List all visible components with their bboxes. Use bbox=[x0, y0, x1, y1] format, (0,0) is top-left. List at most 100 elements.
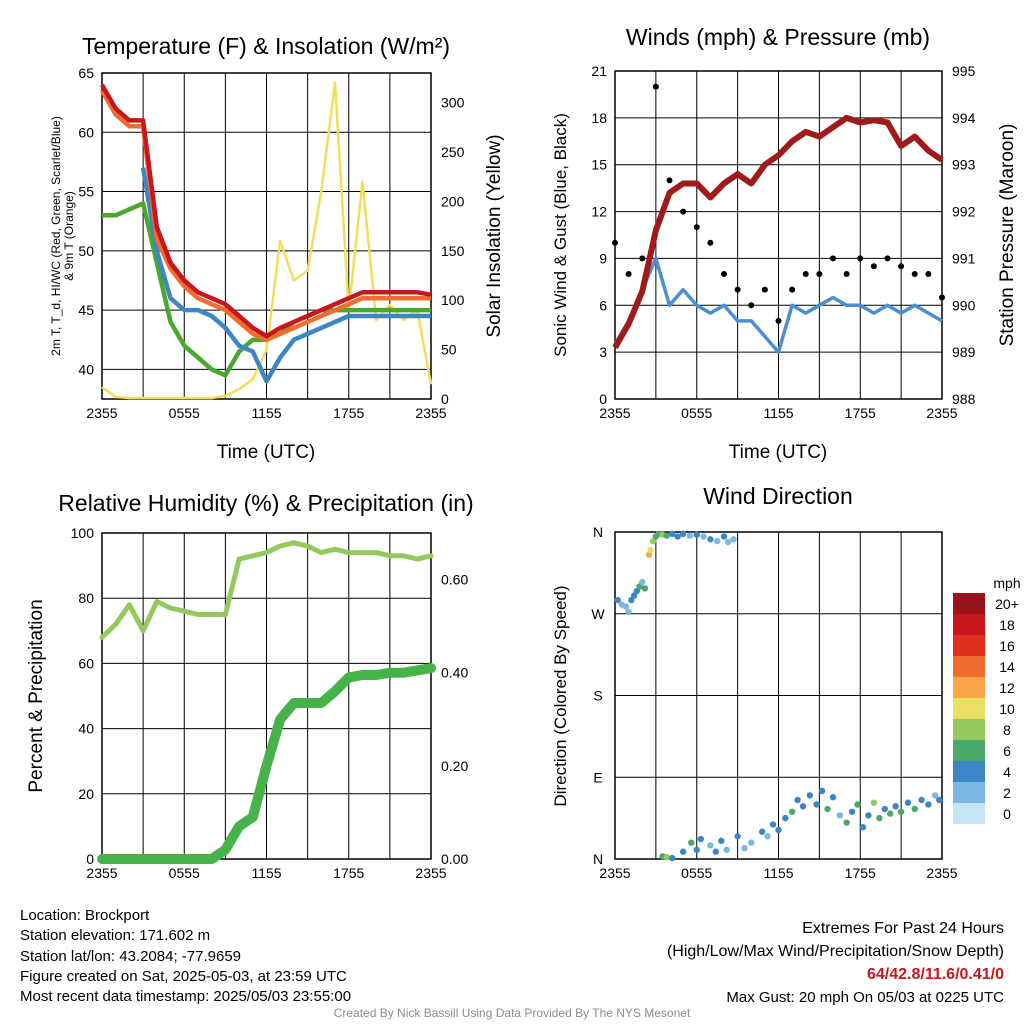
dir-ytick-label: S bbox=[593, 688, 602, 704]
colorbar-label: 20+ bbox=[995, 596, 1019, 612]
wind-xtick-label: 1155 bbox=[763, 405, 793, 421]
wind-gust-point bbox=[911, 271, 918, 278]
temp-series-line bbox=[101, 81, 433, 400]
dir-point bbox=[700, 533, 707, 540]
dir-point bbox=[674, 533, 681, 540]
dir-point bbox=[813, 801, 820, 808]
dir-xtick-label: 2355 bbox=[599, 865, 630, 881]
rh-xtick-label: 2355 bbox=[86, 865, 117, 881]
colorbar-swatch bbox=[953, 761, 985, 782]
dir-point bbox=[734, 833, 741, 840]
wind-gust-point bbox=[612, 239, 618, 246]
wind-ytick-label: 0 bbox=[599, 391, 607, 407]
dir-point bbox=[897, 808, 905, 815]
dir-point bbox=[854, 801, 861, 808]
dir-ytick-label: W bbox=[591, 606, 605, 622]
wind-gust-point bbox=[830, 255, 836, 262]
rh-title: Relative Humidity (%) & Precipitation (i… bbox=[58, 490, 473, 516]
wind-xtick-label: 1755 bbox=[845, 405, 876, 421]
temp-y2tick-label: 0 bbox=[441, 391, 449, 407]
wind-ytick-label: 21 bbox=[591, 63, 607, 79]
wind-gust-point bbox=[721, 271, 727, 278]
temp-y2tick-label: 300 bbox=[441, 95, 465, 111]
rh-series-line bbox=[97, 663, 436, 864]
dir-point bbox=[693, 846, 700, 854]
dir-ytick-label: E bbox=[593, 769, 602, 785]
rh-ytick-label: 20 bbox=[78, 786, 94, 802]
dir-point bbox=[806, 792, 814, 799]
dir-point bbox=[686, 532, 694, 539]
wind-y2tick-label: 994 bbox=[952, 110, 976, 126]
dir-point bbox=[782, 814, 789, 822]
extremes-values: 64/42.8/11.6/0.41/0 bbox=[866, 966, 1004, 983]
temp-xtick-label: 0555 bbox=[169, 405, 200, 421]
temp-series-line bbox=[140, 167, 431, 384]
dir-point bbox=[892, 803, 899, 810]
colorbar-label: 16 bbox=[999, 638, 1015, 654]
wind-gust-point bbox=[857, 255, 864, 262]
wind-y2tick-label: 988 bbox=[952, 391, 976, 407]
wind-ytick-label: 15 bbox=[591, 157, 607, 173]
dir-point bbox=[741, 844, 748, 852]
dir-point bbox=[769, 821, 777, 828]
dir-point bbox=[865, 812, 872, 819]
colorbar-swatch bbox=[953, 782, 985, 803]
temp-y2tick-label: 200 bbox=[441, 193, 465, 209]
wind-gust-point bbox=[707, 239, 714, 246]
wind-gust-point bbox=[884, 255, 891, 262]
dir-point bbox=[639, 578, 646, 586]
rh-ytick-label: 100 bbox=[71, 525, 95, 541]
rh-y2tick-label: 0.60 bbox=[441, 572, 468, 588]
dir-point bbox=[697, 835, 705, 843]
dir-point bbox=[724, 538, 732, 546]
rh-xtick-label: 1155 bbox=[251, 865, 281, 881]
dir-point bbox=[931, 792, 939, 799]
temp-title: Temperature (F) & Insolation (W/m²) bbox=[82, 33, 450, 59]
colorbar-swatch bbox=[953, 635, 985, 656]
wind-gust-point bbox=[734, 286, 741, 293]
temp-y2tick-label: 150 bbox=[441, 243, 465, 259]
dir-point bbox=[730, 536, 737, 543]
wind-ytick-label: 6 bbox=[599, 297, 607, 313]
colorbar-label: 8 bbox=[1003, 722, 1011, 738]
temp-xtick-label: 2355 bbox=[415, 405, 446, 421]
dir-point bbox=[693, 531, 700, 538]
temp-xlabel: Time (UTC) bbox=[217, 442, 316, 463]
wind-xtick-label: 2355 bbox=[599, 405, 630, 421]
temp-ylabel: & 9m T (Orange) bbox=[62, 191, 76, 281]
colorbar-label: 0 bbox=[1003, 806, 1011, 822]
colorbar-label: 2 bbox=[1003, 785, 1011, 801]
wind-y2tick-label: 991 bbox=[952, 250, 976, 266]
rh-series-line bbox=[99, 540, 434, 640]
dir-ylabel: Direction (Colored By Speed) bbox=[551, 585, 570, 806]
wind-gust-point bbox=[843, 271, 850, 278]
dir-point bbox=[641, 585, 649, 592]
dir-point bbox=[707, 536, 714, 543]
colorbar-swatch bbox=[953, 698, 985, 719]
temp-ytick-label: 60 bbox=[78, 124, 94, 140]
rh-xtick-label: 1755 bbox=[333, 865, 364, 881]
dir-point bbox=[904, 799, 912, 806]
dir-point bbox=[712, 848, 720, 855]
colorbar-swatch bbox=[953, 614, 985, 635]
wind-frame bbox=[614, 70, 943, 400]
dir-point bbox=[836, 812, 844, 819]
wind-y2tick-label: 993 bbox=[952, 157, 976, 173]
dir-point bbox=[720, 533, 728, 540]
wind-y2tick-label: 990 bbox=[952, 297, 976, 313]
temp-y2label: Solar Insolation (Yellow) bbox=[484, 134, 505, 337]
dir-title: Wind Direction bbox=[703, 483, 853, 509]
temp-ytick-label: 65 bbox=[78, 65, 94, 81]
temp-ytick-label: 55 bbox=[78, 184, 94, 200]
wind-gust-point bbox=[870, 263, 877, 270]
dir-point bbox=[713, 537, 721, 545]
dir-frame bbox=[614, 531, 943, 860]
colorbar-swatch bbox=[953, 719, 985, 740]
rh-frame bbox=[101, 532, 432, 860]
dir-point bbox=[859, 824, 867, 831]
dir-point bbox=[764, 833, 771, 840]
dir-point bbox=[622, 603, 630, 610]
rh-ytick-label: 60 bbox=[78, 655, 94, 671]
dir-ytick-label: N bbox=[593, 524, 603, 540]
dir-point bbox=[663, 532, 670, 539]
